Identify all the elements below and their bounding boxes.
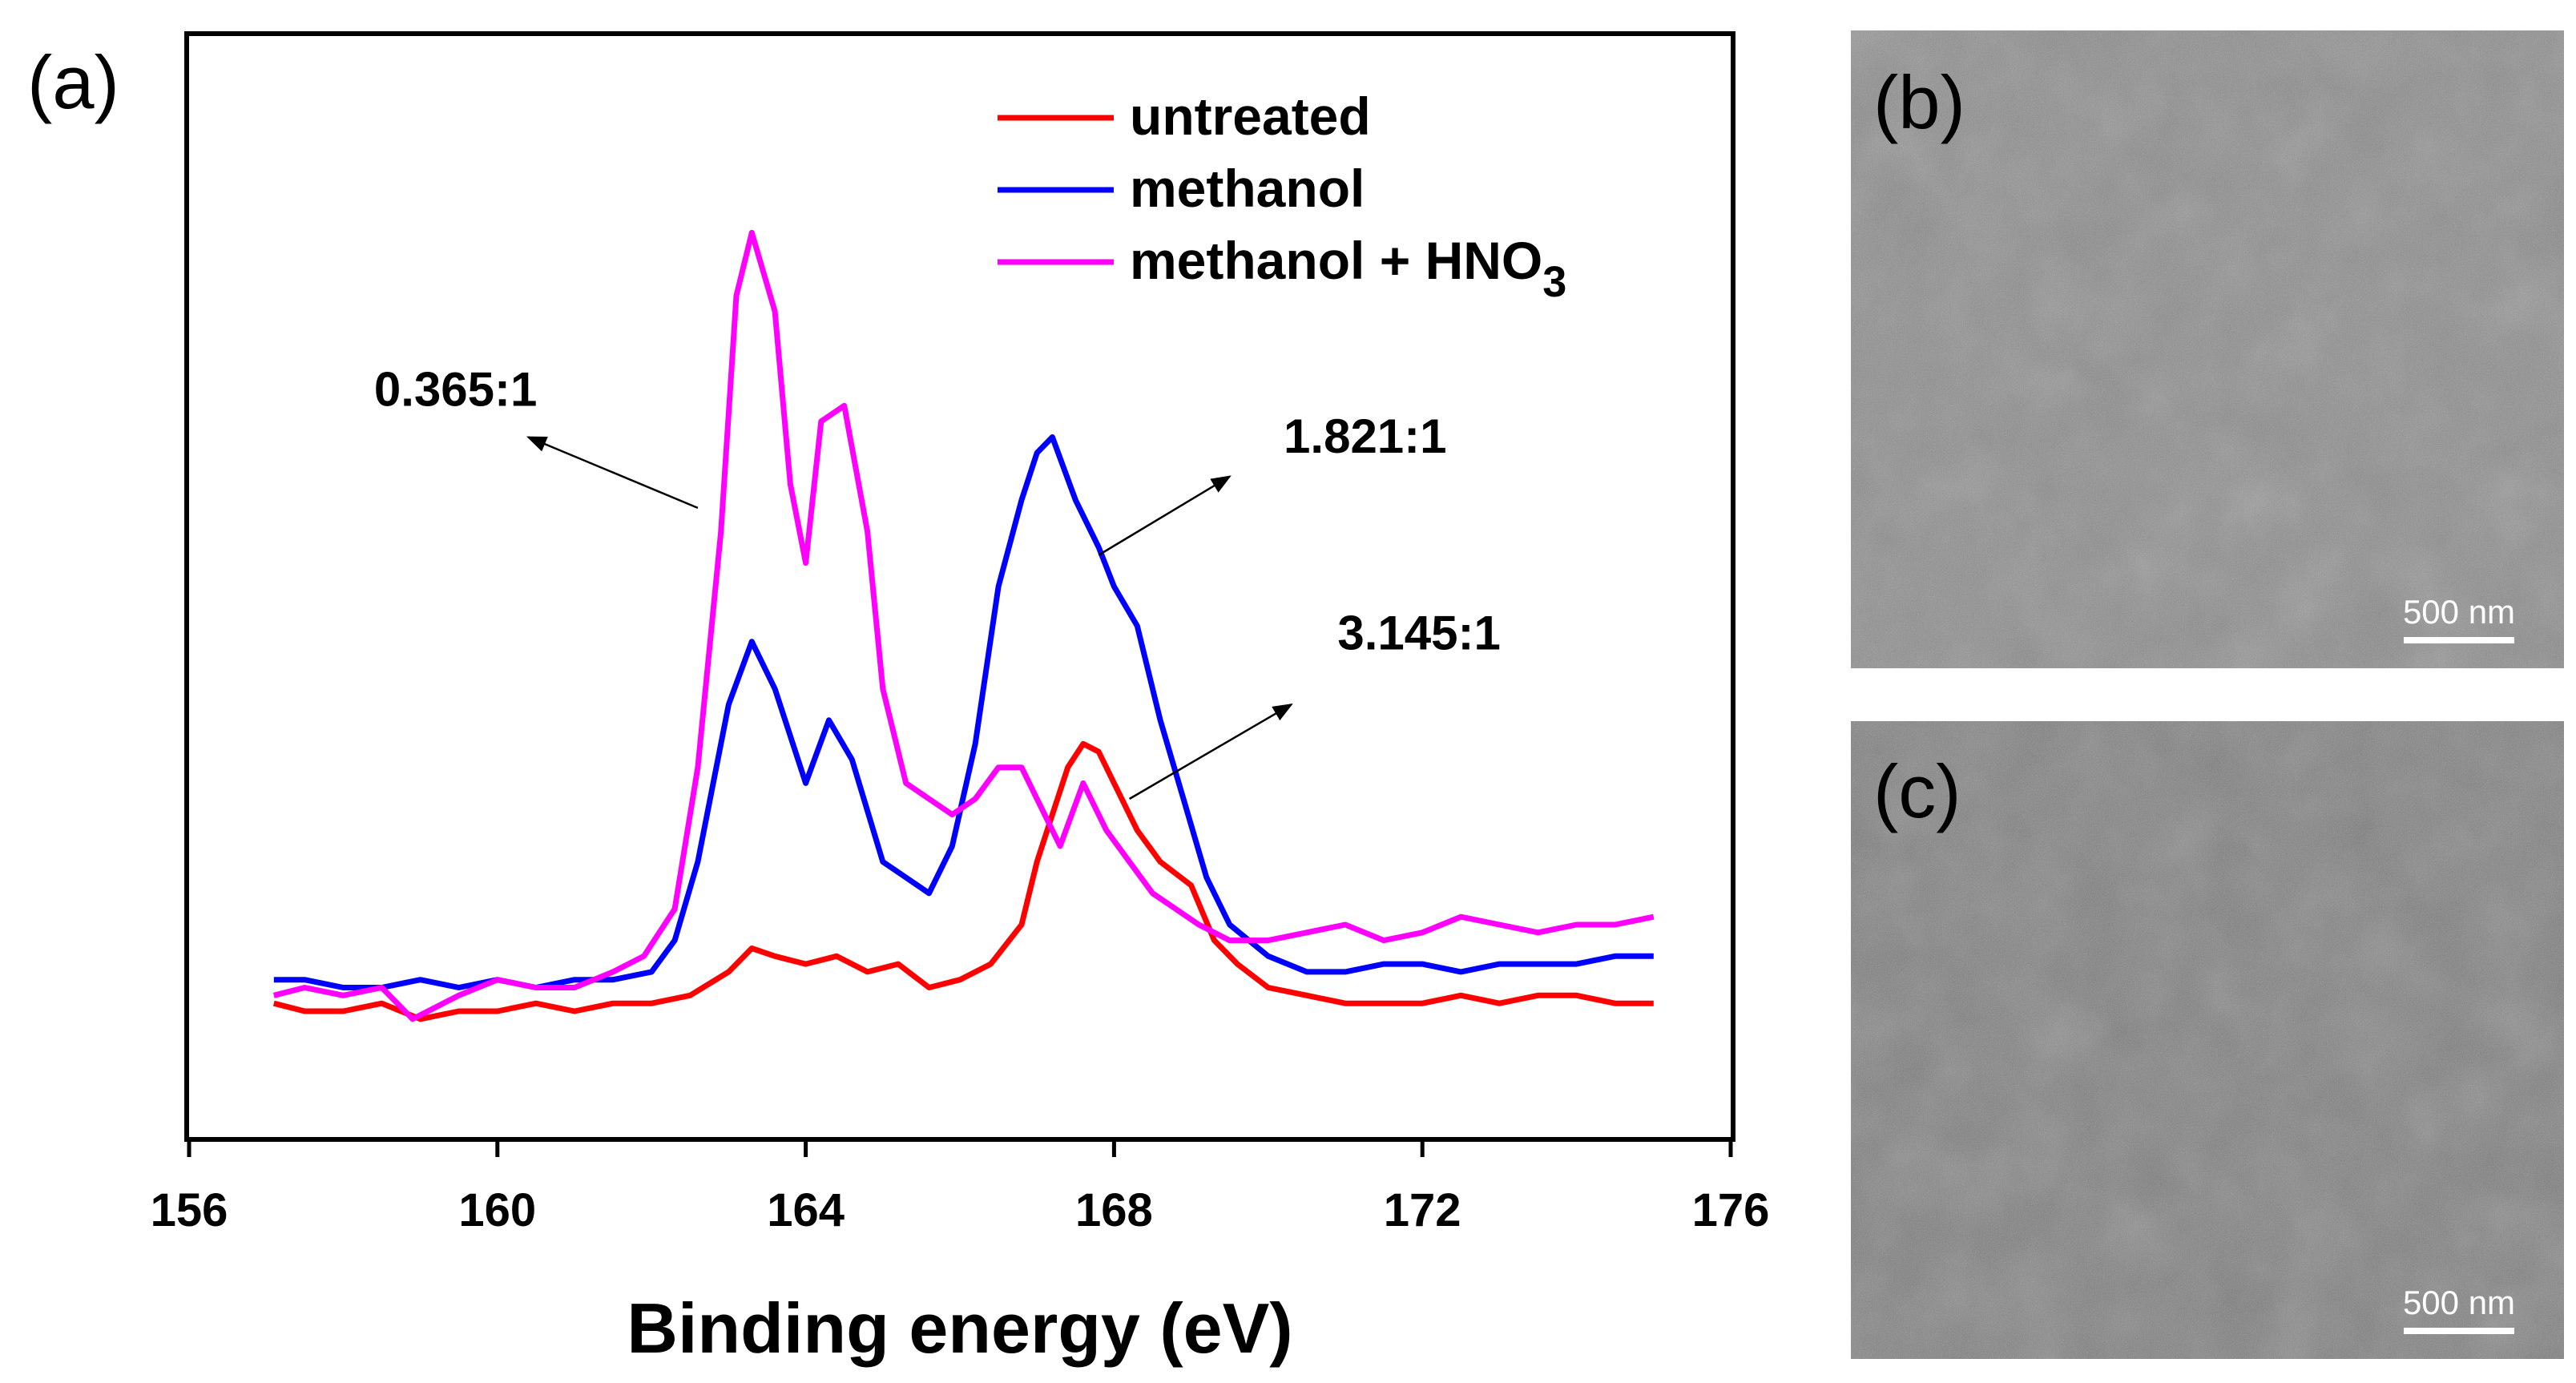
x-axis-ticks: 156 160 164 168 172 176 [151,1139,1770,1236]
annotation-arrow-2 [1098,475,1232,556]
scale-bar-c [2404,1328,2514,1334]
micrograph-c-grain [1851,721,2564,1359]
panel-label-a: (a) [27,40,119,124]
plot-lines [272,229,1655,1022]
micrograph-b: (b) 500 nm [1851,30,2564,668]
plot-frame [184,31,1735,1142]
series-line-untreated [272,740,1654,1022]
annotation-label-3: 3.145:1 [1337,607,1501,660]
x-tick-label-172: 172 [1384,1184,1461,1236]
annotation-arrow-3 [1129,703,1293,800]
legend-label-hno3-prefix: methanol + HNO [1130,231,1542,290]
x-tick-label-156: 156 [151,1184,228,1236]
legend: untreated methanol methanol + HNO3 [998,87,1566,306]
x-tick-label-168: 168 [1075,1184,1153,1236]
legend-label-methanol-hno3: methanol + HNO3 [1130,231,1566,306]
x-tick-label-164: 164 [767,1184,845,1236]
annotation-arrow-1 [526,436,699,510]
scale-bar-label-b: 500 nm [2403,593,2515,631]
micrograph-c: (c) 500 nm [1851,721,2564,1359]
x-tick-label-160: 160 [458,1184,536,1236]
scale-bar-b [2404,637,2514,643]
series-line-methanol-hno3 [272,229,1655,1022]
legend-label-methanol: methanol [1130,159,1365,218]
annotation-label-1: 0.365:1 [374,362,538,416]
scale-bar-label-c: 500 nm [2403,1284,2515,1321]
series-line-methanol [273,434,1654,990]
x-axis-title: Binding energy (eV) [627,1288,1292,1368]
panel-label-c: (c) [1873,749,1961,833]
micrograph-b-grain [1851,30,2564,668]
legend-label-hno3-subscript: 3 [1542,258,1566,306]
panel-label-b: (b) [1873,60,1965,144]
ratio-annotations: 0.365:1 1.821:1 3.145:1 [374,362,1501,800]
x-tick-label-176: 176 [1692,1184,1770,1236]
xps-chart: (a) 156 160 164 168 172 176 Binding energy (e… [27,31,1770,1368]
legend-label-untreated: untreated [1130,87,1371,146]
annotation-label-2: 1.821:1 [1284,409,1447,463]
